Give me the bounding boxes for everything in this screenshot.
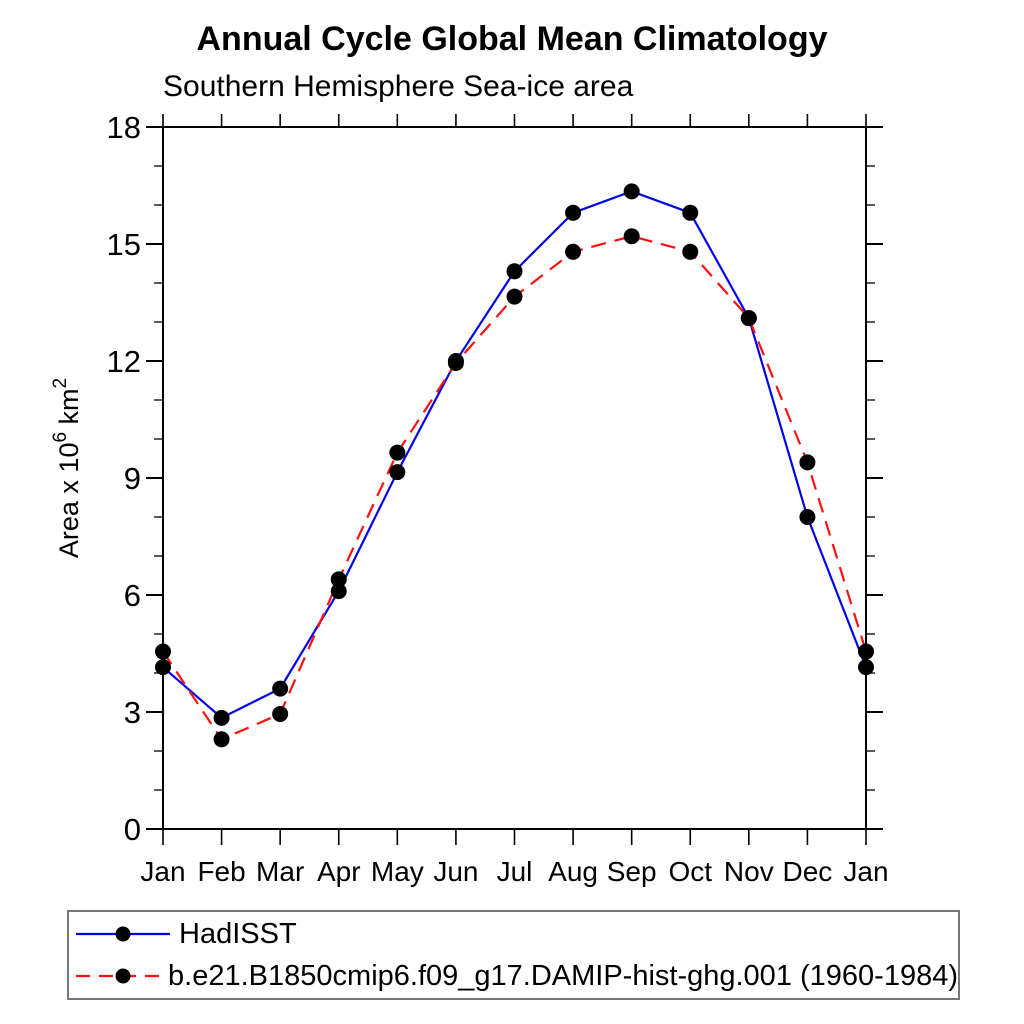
x-tick-label: Jan (843, 856, 888, 887)
y-tick-label: 12 (107, 344, 141, 379)
series-line-model (162, 235, 868, 741)
data-point-marker (155, 659, 171, 676)
x-tick-label: Jul (497, 856, 533, 887)
data-point-marker (447, 354, 464, 371)
data-point-marker (799, 454, 816, 471)
x-tick-label: Mar (256, 856, 304, 887)
y-tick-label: 0 (124, 812, 141, 847)
data-point-marker (858, 659, 874, 676)
data-point-marker (330, 571, 347, 588)
data-point-marker (623, 228, 640, 245)
x-tick-label: Nov (724, 856, 774, 887)
legend-label-hadisst: HadISST (179, 917, 297, 950)
y-tick-label: 18 (107, 110, 141, 145)
data-point-marker (565, 243, 582, 260)
data-point-marker (682, 243, 699, 260)
data-point-marker (389, 464, 406, 481)
data-point-marker (155, 643, 171, 660)
data-point-marker (858, 643, 874, 660)
x-tick-label: Jan (140, 856, 185, 887)
x-tick-label: Dec (783, 856, 833, 887)
data-point-marker (506, 288, 523, 305)
legend-swatch-model-dashed-line-icon (76, 968, 163, 984)
x-tick-label: Jun (433, 856, 478, 887)
data-point-marker (682, 204, 699, 221)
x-tick-label: Aug (548, 856, 598, 887)
axis-frame (162, 126, 867, 830)
legend: HadISST b.e21.B1850cmip6.f09_g17.DAMIP-h… (67, 910, 960, 1000)
y-tick-label: 15 (107, 227, 141, 262)
y-tick-label: 6 (124, 578, 141, 613)
data-point-marker (623, 183, 640, 200)
data-point-marker (213, 731, 230, 748)
data-point-marker (389, 444, 406, 461)
data-point-marker (740, 310, 757, 327)
y-axis-label: Area x 106 km2 (50, 378, 84, 558)
data-point-marker (330, 583, 347, 600)
x-tick-label: Oct (668, 856, 712, 887)
legend-item-model: b.e21.B1850cmip6.f09_g17.DAMIP-hist-ghg.… (69, 955, 958, 997)
legend-label-model: b.e21.B1850cmip6.f09_g17.DAMIP-hist-ghg.… (168, 959, 958, 992)
data-point-marker (272, 705, 289, 722)
data-point-marker (506, 263, 523, 280)
y-tick-label: 3 (124, 695, 141, 730)
data-point-marker (272, 680, 289, 697)
page-title: Annual Cycle Global Mean Climatology (196, 20, 828, 58)
x-tick-label: Apr (317, 856, 361, 887)
y-tick-label: 9 (124, 461, 141, 496)
legend-swatch-hadisst-line-icon (76, 926, 170, 942)
x-tick-label: Sep (607, 856, 657, 887)
data-point-marker (799, 509, 816, 525)
legend-item-hadisst: HadISST (69, 913, 958, 955)
data-point-marker (565, 204, 582, 221)
data-point-marker (213, 709, 230, 726)
x-tick-label: May (371, 856, 424, 887)
x-tick-label: Feb (197, 856, 245, 887)
chart-subtitle: Southern Hemisphere Sea-ice area (163, 70, 634, 103)
